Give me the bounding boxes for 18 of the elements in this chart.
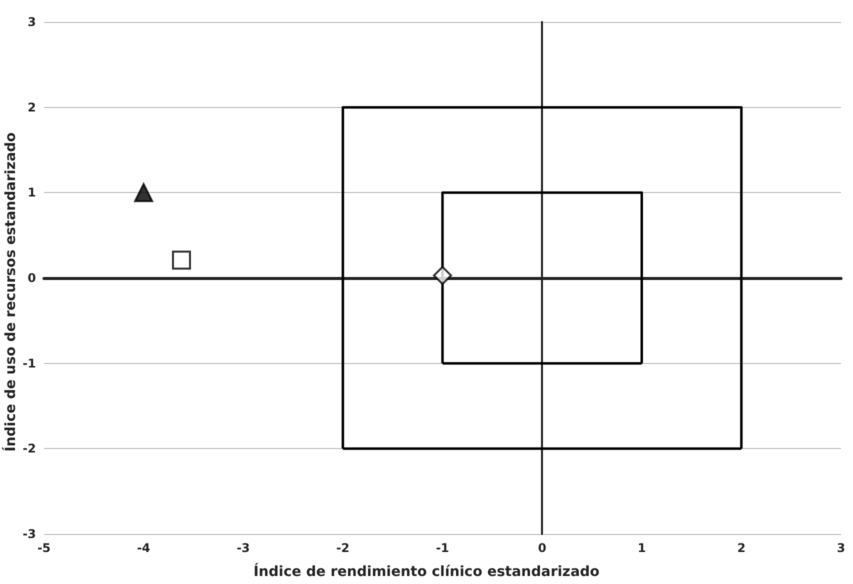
y-tick-label: 0 xyxy=(28,271,36,285)
x-tick-label: 3 xyxy=(836,541,846,555)
x-tick-label: 1 xyxy=(638,541,646,555)
x-tick-label: -5 xyxy=(37,541,51,555)
y-tick-label: 2 xyxy=(28,100,36,114)
y-tick-label: 1 xyxy=(28,186,36,200)
x-tick-label: -2 xyxy=(336,541,350,555)
x-axis-title: Índice de rendimiento clínico estandarizado xyxy=(253,563,600,580)
y-axis-title: Índice de uso de recursos estandarizado xyxy=(2,132,19,452)
x-tick-label: -3 xyxy=(236,541,250,555)
y-tick-label: -3 xyxy=(22,527,36,541)
x-tick-label: -4 xyxy=(136,541,150,555)
x-tick-label: 2 xyxy=(737,541,746,555)
y-tick-label: -2 xyxy=(22,442,36,456)
y-tick-label: 3 xyxy=(28,15,36,29)
x-tick-label: 0 xyxy=(538,541,546,555)
x-tick-label: -1 xyxy=(436,541,450,555)
y-tick-label: -1 xyxy=(22,356,36,370)
